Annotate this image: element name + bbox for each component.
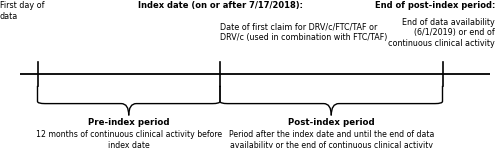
Text: Period after the index date and until the end of data
availability or the end of: Period after the index date and until th… <box>228 130 434 148</box>
Text: End of data availability
(6/1/2019) or end of
continuous clinical activity: End of data availability (6/1/2019) or e… <box>388 18 495 48</box>
Text: Date of first claim for DRV/c/FTC/TAF or
DRV/c (used in combination with FTC/TAF: Date of first claim for DRV/c/FTC/TAF or… <box>220 22 388 42</box>
Text: End of post-index period:: End of post-index period: <box>374 1 495 11</box>
Text: Pre-index period: Pre-index period <box>88 118 170 127</box>
Text: Post-index period: Post-index period <box>288 118 374 127</box>
Text: First day of
data: First day of data <box>0 1 44 21</box>
Text: Index date (on or after 7/17/2018):: Index date (on or after 7/17/2018): <box>138 1 302 11</box>
Text: 12 months of continuous clinical activity before
index date: 12 months of continuous clinical activit… <box>36 130 222 148</box>
